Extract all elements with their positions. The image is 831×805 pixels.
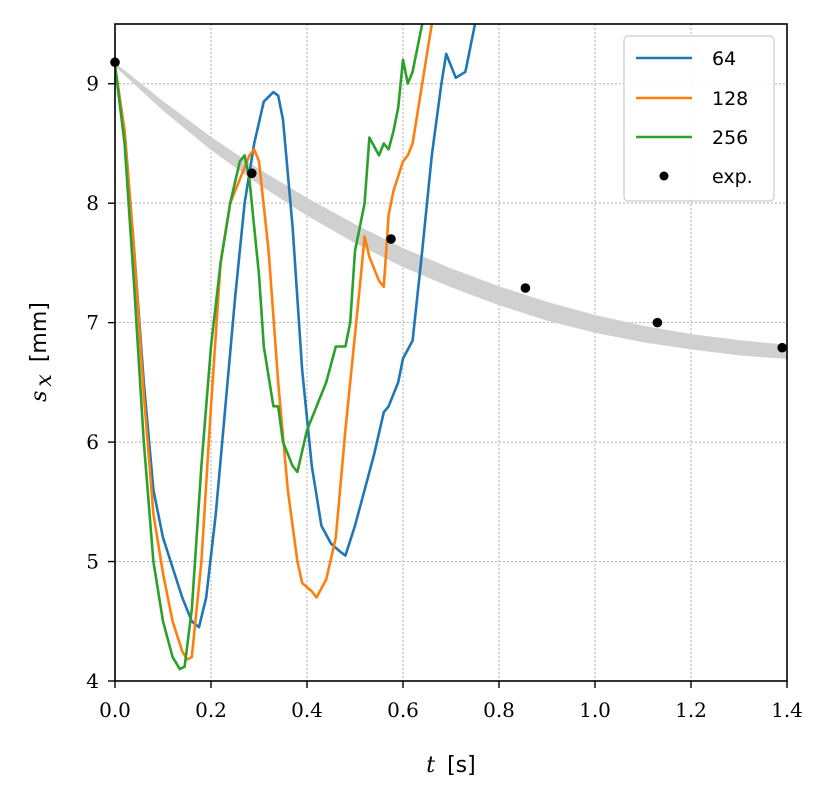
legend-marker-exp — [659, 171, 669, 181]
x-axis-symbol: t — [426, 753, 435, 778]
y-tick-label: 5 — [86, 550, 99, 574]
series-line-256 — [115, 24, 424, 671]
x-tick-label: 1.2 — [675, 698, 707, 722]
x-tick-label: 0.2 — [195, 698, 227, 722]
y-tick-label: 7 — [86, 311, 99, 335]
exp-point — [520, 283, 531, 293]
x-tick-label: 0.4 — [291, 698, 323, 722]
y-axis-label: s x [mm] — [27, 302, 57, 402]
y-tick-label: 8 — [86, 191, 99, 215]
y-axis: 4 5 6 7 8 9 — [86, 72, 115, 693]
x-tick-label: 1.0 — [579, 698, 611, 722]
x-tick-label: 0.6 — [387, 698, 419, 722]
legend-label-64: 64 — [712, 48, 736, 70]
x-tick-label: 0.0 — [99, 698, 131, 722]
x-axis: 0.0 0.2 0.4 0.6 0.8 1.0 1.2 1.4 — [99, 681, 803, 722]
band-layer — [115, 62, 787, 360]
legend-label-128: 128 — [712, 88, 748, 110]
legend-label-256: 256 — [712, 127, 748, 149]
legend: 64 128 256 exp. — [623, 35, 775, 202]
y-tick-label: 9 — [86, 72, 99, 96]
reference-band — [115, 62, 787, 360]
exp-point — [247, 168, 257, 179]
x-tick-label: 1.4 — [771, 698, 803, 722]
x-axis-label: t [s] — [426, 753, 475, 778]
y-axis-unit: [mm] — [27, 302, 52, 362]
series-line-64 — [115, 24, 477, 629]
x-axis-unit: [s] — [447, 753, 476, 778]
exp-point — [777, 342, 787, 353]
y-tick-label: 6 — [86, 430, 99, 454]
series-line-128 — [115, 24, 434, 661]
exp-point — [652, 317, 663, 328]
y-tick-label: 4 — [86, 669, 99, 693]
legend-box — [623, 35, 775, 202]
legend-label-exp: exp. — [712, 166, 753, 188]
y-axis-subscript: x — [32, 374, 57, 387]
exp-point — [386, 234, 396, 244]
y-axis-symbol: s — [27, 391, 52, 402]
series-layer — [115, 24, 477, 671]
scatter-layer — [110, 57, 787, 353]
plot-frame — [114, 23, 788, 682]
x-tick-label: 0.8 — [483, 698, 515, 722]
